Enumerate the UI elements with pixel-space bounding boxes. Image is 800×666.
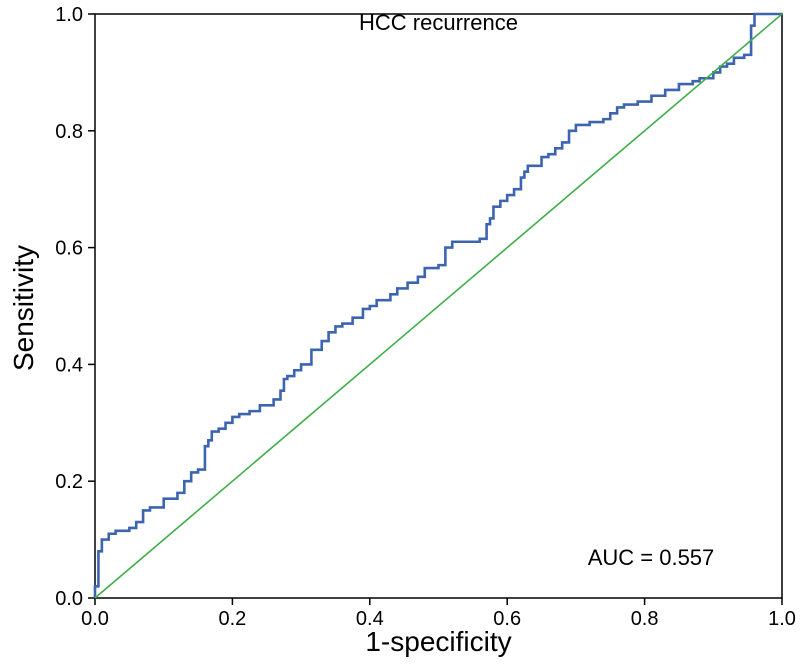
x-tick-label: 0.4 — [356, 608, 384, 630]
roc-curve-line — [93, 12, 782, 598]
auc-annotation: AUC = 0.557 — [587, 545, 715, 570]
y-tick-label: 0.4 — [55, 354, 83, 376]
x-tick-label: 1.0 — [768, 608, 796, 630]
x-tick-label: 0.8 — [631, 608, 659, 630]
y-tick-label: 1.0 — [55, 4, 83, 26]
x-tick-label: 0.0 — [81, 608, 109, 630]
x-tick-label: 0.2 — [218, 608, 246, 630]
x-tick-label: 0.6 — [493, 608, 521, 630]
reference-line — [94, 13, 783, 599]
y-tick-label: 0.8 — [55, 121, 83, 143]
y-axis-label: Sensitivity — [8, 244, 39, 372]
y-tick-label: 0.0 — [55, 588, 83, 610]
y-tick-label: 0.6 — [55, 238, 83, 260]
plot-frame — [94, 13, 783, 599]
y-tick-label: 0.2 — [55, 471, 83, 493]
chart-title: HCC recurrence — [359, 10, 518, 35]
x-axis-label: 1-specificity — [365, 626, 512, 657]
